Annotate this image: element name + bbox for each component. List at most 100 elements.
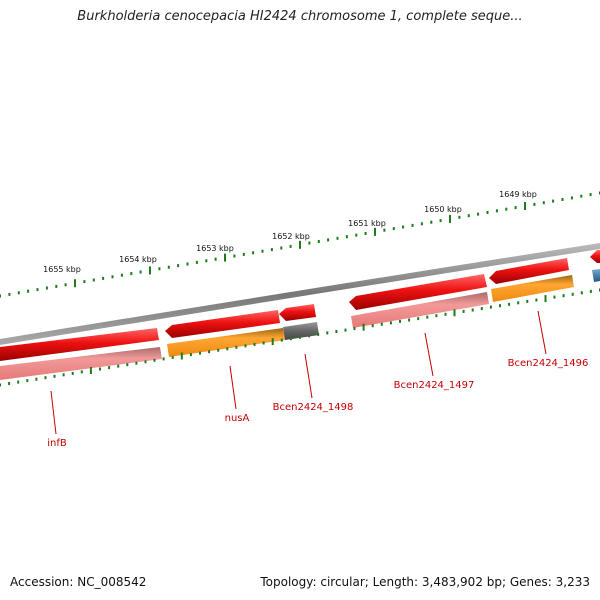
inner-ruler-minor-tick <box>135 361 138 365</box>
inner-ruler-ticks <box>0 288 600 387</box>
outer-ruler-minor-tick <box>392 227 395 231</box>
outer-ruler-minor-tick <box>495 209 498 213</box>
leader-Bcen2424-1497 <box>424 332 434 377</box>
inner-ruler-minor-tick <box>553 295 556 299</box>
outer-ruler-minor-tick <box>130 272 133 276</box>
outer-ruler-minor-tick <box>570 196 573 200</box>
inner-ruler-minor-tick <box>380 322 383 326</box>
outer-ruler-minor-tick <box>486 211 489 214</box>
inner-ruler-minor-tick <box>99 367 101 371</box>
gene-Bcen2424-1497-forward[interactable] <box>349 274 487 310</box>
outer-ruler-minor-tick <box>111 275 114 279</box>
outer-ruler-minor-tick <box>158 267 161 271</box>
outer-ruler-minor-tick <box>45 286 48 290</box>
product-nusA[interactable] <box>167 328 285 357</box>
outer-ruler-major-tick <box>299 240 301 249</box>
gene-label-nusA[interactable]: nusA <box>225 413 250 424</box>
inner-ruler-minor-tick <box>35 377 38 381</box>
inner-ruler-minor-tick <box>535 298 538 302</box>
inner-ruler-minor-tick <box>580 291 583 295</box>
outer-ruler-minor-tick <box>467 214 470 218</box>
outer-ruler-minor-tick <box>8 292 11 296</box>
inner-ruler-minor-tick <box>417 317 420 321</box>
gene-label-Bcen2424-1497[interactable]: Bcen2424_1497 <box>394 380 475 391</box>
inner-ruler-major-tick <box>89 367 92 374</box>
inner-ruler-minor-tick <box>226 347 229 351</box>
outer-ruler-minor-tick <box>83 280 86 284</box>
inner-ruler-minor-tick <box>589 289 592 293</box>
gene-nusA-forward[interactable] <box>165 310 280 338</box>
outer-ruler-major-tick <box>74 279 76 288</box>
outer-ruler-minor-tick <box>542 201 545 205</box>
outer-ruler-major-tick <box>524 202 526 210</box>
inner-ruler-minor-tick <box>435 314 438 318</box>
inner-ruler-minor-tick <box>208 350 211 354</box>
outer-ruler-minor-tick <box>336 236 339 240</box>
outer-ruler-minor-tick <box>17 291 20 295</box>
product-Bcen2424-1497[interactable] <box>351 292 489 328</box>
inner-ruler-minor-tick <box>171 355 174 359</box>
topology-summary: Topology: circular; Length: 3,483,902 bp… <box>260 575 590 589</box>
inner-ruler-minor-tick <box>17 380 20 384</box>
outer-ruler-minor-tick <box>589 193 592 197</box>
inner-ruler-minor-tick <box>253 343 256 346</box>
inner-ruler-minor-tick <box>335 330 338 333</box>
outer-ruler-minor-tick <box>580 194 583 198</box>
inner-ruler-minor-tick <box>262 341 265 345</box>
gene-label-Bcen2424-1496[interactable]: Bcen2424_1496 <box>508 358 589 369</box>
inner-ruler-minor-tick <box>199 351 201 355</box>
ruler-label-1652: 1652 kbp <box>272 232 310 241</box>
inner-ruler-minor-tick <box>117 364 120 368</box>
inner-ruler-minor-tick <box>489 305 492 309</box>
gene-label-infB[interactable]: infB <box>47 438 67 449</box>
outer-ruler-minor-tick <box>167 265 170 269</box>
outer-ruler-minor-tick <box>186 262 189 266</box>
outer-ruler-minor-tick <box>102 276 105 280</box>
outer-ruler-minor-tick <box>458 215 461 219</box>
leader-nusA <box>229 365 237 410</box>
gene-next-forward[interactable] <box>590 250 600 263</box>
gene-label-Bcen2424-1498[interactable]: Bcen2424_1498 <box>273 402 354 413</box>
inner-ruler-minor-tick <box>126 363 129 367</box>
outer-ruler-minor-tick <box>36 288 39 292</box>
inner-ruler-minor-tick <box>399 319 401 323</box>
gene-Bcen2424-1496-forward[interactable] <box>489 258 569 284</box>
inner-ruler-minor-tick <box>517 301 520 305</box>
outer-ruler-minor-tick <box>270 248 273 252</box>
product-Bcen2424-1496[interactable] <box>491 275 574 302</box>
inner-ruler-minor-tick <box>499 304 501 308</box>
inner-ruler-major-tick <box>362 323 365 331</box>
outer-ruler-minor-tick <box>308 241 311 245</box>
inner-ruler-minor-tick <box>389 321 392 325</box>
outer-ruler-minor-tick <box>205 259 208 263</box>
inner-ruler-minor-tick <box>71 371 74 375</box>
inner-ruler-minor-tick <box>0 383 1 387</box>
outer-ruler-minor-tick <box>364 232 367 235</box>
inner-ruler-minor-tick <box>408 318 411 322</box>
leader-Bcen2424-1496 <box>537 310 547 355</box>
product-rna-edge[interactable] <box>592 269 600 282</box>
inner-ruler-minor-tick <box>235 345 238 349</box>
outer-ruler-minor-tick <box>233 254 236 258</box>
outer-ruler-minor-tick <box>327 238 330 242</box>
inner-ruler-minor-tick <box>480 307 483 311</box>
outer-ruler-minor-tick <box>139 270 142 274</box>
inner-ruler-minor-tick <box>280 338 283 342</box>
gene-Bcen2424-1498-forward[interactable] <box>279 304 316 321</box>
outer-ruler-minor-tick <box>561 198 564 201</box>
inner-ruler-minor-tick <box>353 327 356 331</box>
outer-ruler-minor-tick <box>27 289 30 293</box>
inner-ruler-minor-tick <box>299 335 301 339</box>
ruler-label-1654: 1654 kbp <box>119 255 157 264</box>
outer-ruler-minor-tick <box>214 257 217 261</box>
inner-ruler-major-tick <box>180 352 183 360</box>
inner-ruler-minor-tick <box>80 370 83 374</box>
outer-ruler-minor-tick <box>280 246 283 250</box>
ruler-label-1650: 1650 kbp <box>424 205 462 214</box>
gene-leader-lines <box>50 310 547 435</box>
inner-ruler-minor-tick <box>189 353 192 357</box>
gene-infB-forward[interactable] <box>0 328 159 361</box>
outer-ruler-minor-tick <box>477 212 480 216</box>
product-infB[interactable] <box>0 347 162 380</box>
